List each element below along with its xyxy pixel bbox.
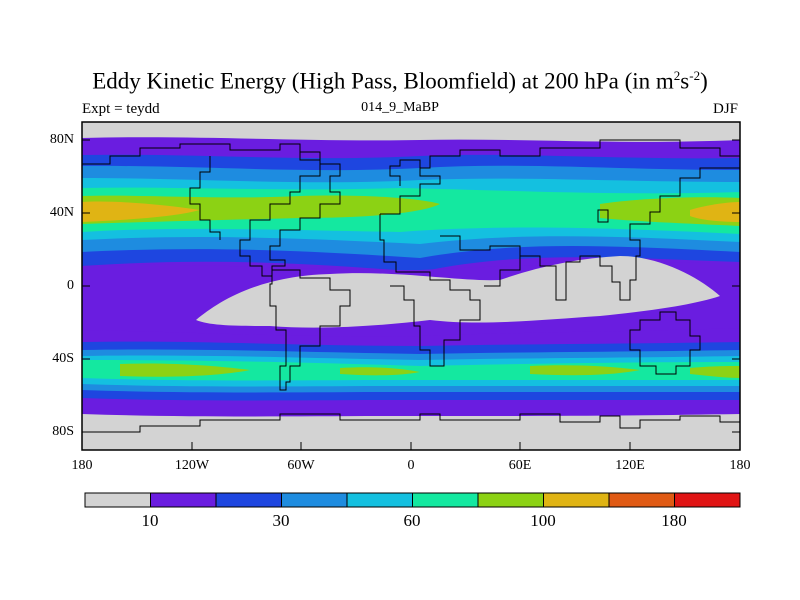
coastline-europe-africa bbox=[379, 139, 740, 367]
season-label: DJF bbox=[712, 101, 738, 117]
plot-subtitle: 014_9_MaBP bbox=[361, 100, 439, 115]
contour-field bbox=[82, 122, 740, 450]
contour-nh-green bbox=[82, 195, 440, 224]
colorbar-swatch bbox=[674, 492, 741, 508]
lon-label-0: 0 bbox=[407, 458, 415, 473]
lon-label-180e: 180 bbox=[729, 458, 751, 473]
contour-sh-green-1 bbox=[120, 363, 250, 377]
colorbar-label-30: 30 bbox=[272, 511, 290, 530]
coastline-greenland bbox=[389, 159, 421, 186]
lat-label-40s: 40S bbox=[52, 351, 74, 366]
colorbar-swatch bbox=[412, 492, 479, 508]
colorbar-label-180: 180 bbox=[661, 511, 687, 530]
lat-label-80s: 80S bbox=[52, 424, 74, 439]
colorbar-swatch bbox=[346, 492, 413, 508]
lat-label-40n: 40N bbox=[49, 205, 74, 220]
colorbar-swatch bbox=[543, 492, 610, 508]
contour-sh-green-3 bbox=[690, 366, 740, 378]
lon-label-180w: 180 bbox=[71, 458, 93, 473]
plot-title: Eddy Kinetic Energy (High Pass, Bloomfie… bbox=[92, 68, 708, 94]
coastline-antarctica bbox=[82, 413, 740, 433]
lon-label-60e: 60E bbox=[508, 458, 532, 473]
contour-tropical-grey bbox=[196, 256, 720, 328]
colorbar-label-60: 60 bbox=[403, 511, 421, 530]
colorbar-swatch bbox=[215, 492, 282, 508]
colorbar-swatch bbox=[477, 492, 544, 508]
coastline-australia bbox=[629, 311, 701, 375]
colorbar-swatch bbox=[281, 492, 348, 508]
lat-label-eq: 0 bbox=[67, 278, 74, 293]
coastline-south-america bbox=[269, 269, 351, 391]
colorbar-label-100: 100 bbox=[530, 511, 556, 530]
lon-label-120e: 120E bbox=[615, 458, 645, 473]
colorbar-swatch bbox=[84, 492, 151, 508]
contour-nh-orange-west bbox=[82, 201, 200, 222]
contour-sh-green-4 bbox=[340, 367, 420, 376]
contour-sh-teal bbox=[82, 360, 740, 381]
lon-label-120w: 120W bbox=[174, 458, 210, 473]
lon-label-60w: 60W bbox=[287, 458, 315, 473]
coastline-north-america bbox=[82, 143, 341, 277]
contour-sh-green-2 bbox=[530, 365, 640, 376]
axis-ticks bbox=[81, 139, 740, 450]
contour-nh-orange-east bbox=[690, 202, 740, 222]
coastlines bbox=[82, 139, 740, 433]
lat-label-80n: 80N bbox=[49, 132, 74, 147]
coastline-asia bbox=[520, 167, 740, 301]
colorbar-swatch bbox=[150, 492, 217, 508]
experiment-label: Expt = teydd bbox=[82, 101, 160, 117]
colorbar bbox=[84, 492, 741, 508]
colorbar-swatch bbox=[608, 492, 675, 508]
colorbar-label-10: 10 bbox=[141, 511, 159, 530]
